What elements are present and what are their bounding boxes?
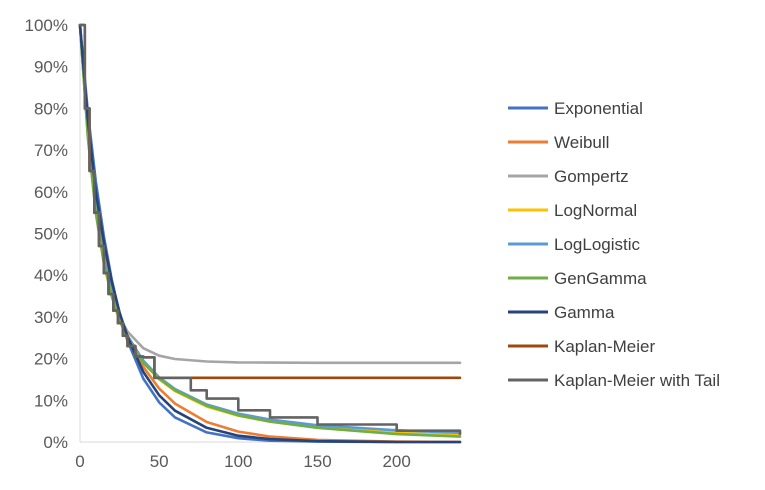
axes: 0% 10% 20% 30% 40% 50% 60% 70% 80% 90% 100% 0 50 100 1…: [25, 16, 460, 471]
legend-label-gompertz: Gompertz: [554, 167, 629, 186]
legend: Exponential Weibull Gompertz LogNormal LogLo…: [508, 99, 720, 390]
y-tick-label: 90%: [34, 58, 68, 77]
y-tick-label: 10%: [34, 391, 68, 410]
legend-label-loglogistic: LogLogistic: [554, 235, 641, 254]
x-tick-label: 100: [224, 452, 252, 471]
legend-label-weibull: Weibull: [554, 133, 609, 152]
legend-label-gengamma: GenGamma: [554, 269, 647, 288]
series-line-lognormal: [78, 23, 462, 437]
legend-label-gamma: Gamma: [554, 303, 615, 322]
y-tick-label: 0%: [43, 433, 68, 452]
series-line-kaplan-meier-with-tail: [78, 23, 462, 435]
series-line-kaplan-meier: [78, 23, 462, 380]
series-line-gengamma: [78, 23, 462, 438]
y-tick-label: 80%: [34, 99, 68, 118]
x-tick-label: 50: [150, 452, 169, 471]
x-tick-label: 150: [303, 452, 331, 471]
plot-area: [78, 23, 462, 444]
x-tick-label: 0: [75, 452, 84, 471]
y-tick-label: 50%: [34, 225, 68, 244]
legend-label-exponential: Exponential: [554, 99, 643, 118]
series-line-gamma: [78, 23, 462, 444]
series-line-gompertz: [78, 23, 462, 365]
y-tick-label: 70%: [34, 141, 68, 160]
legend-label-lognormal: LogNormal: [554, 201, 637, 220]
y-tick-label: 60%: [34, 183, 68, 202]
series-line-loglogistic: [78, 23, 462, 435]
legend-label-kaplan-meier: Kaplan-Meier: [554, 337, 655, 356]
y-tick-label: 30%: [34, 308, 68, 327]
legend-label-kaplan-meier-with-tail: Kaplan-Meier with Tail: [554, 371, 720, 390]
x-tick-label: 200: [382, 452, 410, 471]
series-line-weibull: [78, 23, 462, 444]
y-tick-label: 20%: [34, 350, 68, 369]
series-line-exponential: [78, 23, 462, 444]
y-tick-label: 100%: [25, 16, 68, 35]
y-tick-label: 40%: [34, 266, 68, 285]
